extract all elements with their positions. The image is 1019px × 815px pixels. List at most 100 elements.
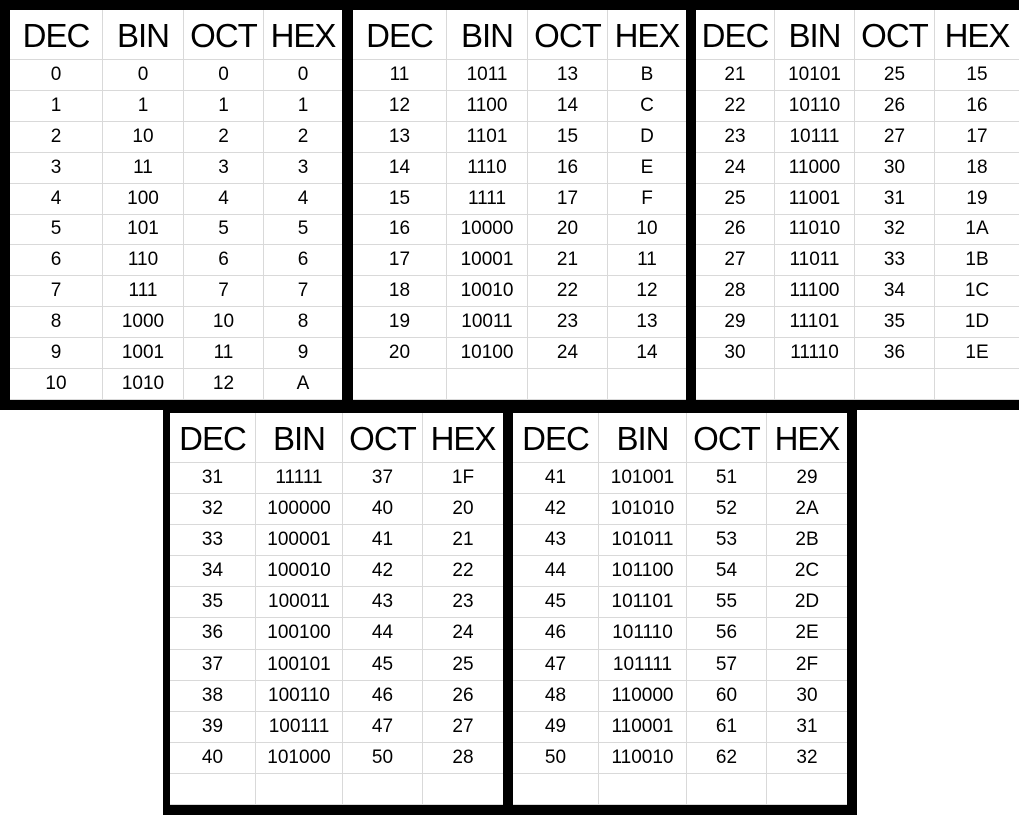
column-header-hex: HEX [935, 10, 1019, 60]
cell-hex: 1B [935, 245, 1019, 277]
column-header-bin: BIN [775, 10, 855, 60]
column-header-dec: DEC [353, 10, 447, 60]
column-header-bin: BIN [599, 413, 687, 463]
column-header-dec: DEC [696, 10, 775, 60]
cell-bin: 1010 [103, 369, 184, 400]
cell-dec: 9 [10, 338, 103, 370]
conversion-table-0-10: DEC BIN OCT HEX 0 0 0 0 1 1 1 1 2 10 2 2 3 11 3 3 4 100 4 4 5 101… [10, 10, 342, 400]
cell-bin: 101000 [256, 742, 343, 774]
cell-hex [423, 774, 503, 805]
cell-oct: 40 [343, 494, 423, 526]
cell-dec: 24 [696, 152, 775, 184]
cell-hex: 8 [264, 307, 342, 339]
cell-bin [599, 773, 687, 805]
cell-hex: 2B [767, 525, 847, 557]
cell-dec: 47 [513, 649, 599, 681]
cell-bin: 11110 [775, 338, 855, 370]
cell-dec: 6 [10, 245, 103, 277]
cell-oct: 36 [855, 338, 935, 370]
cell-oct: 17 [528, 183, 608, 215]
cell-hex: 3 [264, 153, 342, 184]
cell-hex: 28 [423, 743, 503, 774]
cell-hex: 13 [608, 307, 686, 339]
cell-dec: 34 [170, 556, 256, 588]
cell-hex: 20 [423, 494, 503, 526]
column-header-hex: HEX [767, 413, 847, 463]
cell-oct: 14 [528, 90, 608, 122]
cell-hex: 19 [935, 184, 1019, 215]
cell-dec: 8 [10, 307, 103, 339]
cell-dec: 22 [696, 90, 775, 122]
cell-bin: 101 [103, 214, 184, 246]
cell-oct: 60 [687, 680, 767, 712]
cell-bin: 10101 [775, 60, 855, 91]
cell-oct: 6 [184, 245, 264, 277]
cell-bin: 100 [103, 183, 184, 215]
cell-oct: 1 [184, 90, 264, 122]
cell-bin: 101110 [599, 618, 687, 650]
cell-bin: 10100 [447, 338, 528, 370]
cell-dec: 3 [10, 152, 103, 184]
cell-oct [855, 369, 935, 400]
cell-bin: 100001 [256, 525, 343, 557]
cell-dec: 1 [10, 90, 103, 122]
cell-oct: 51 [687, 463, 767, 495]
cell-oct: 23 [528, 307, 608, 339]
cell-bin: 101011 [599, 525, 687, 557]
cell-dec: 30 [696, 338, 775, 370]
cell-dec [513, 773, 599, 805]
column-header-oct: OCT [855, 10, 935, 60]
cell-oct: 27 [855, 121, 935, 153]
cell-hex [767, 774, 847, 805]
column-header-oct: OCT [687, 413, 767, 463]
cell-hex: 1D [935, 307, 1019, 339]
column-header-oct: OCT [343, 413, 423, 463]
cell-oct: 12 [184, 369, 264, 400]
cell-hex: 17 [935, 122, 1019, 153]
cell-hex: 2 [264, 122, 342, 153]
cell-bin [775, 369, 855, 400]
cell-dec: 38 [170, 680, 256, 712]
cell-oct [528, 369, 608, 400]
cell-oct: 43 [343, 587, 423, 619]
cell-hex: 9 [264, 338, 342, 370]
column-header-dec: DEC [170, 413, 256, 463]
cell-bin: 0 [103, 60, 184, 91]
cell-oct: 20 [528, 214, 608, 246]
cell-dec: 36 [170, 618, 256, 650]
cell-hex: 10 [608, 215, 686, 246]
cell-oct: 32 [855, 214, 935, 246]
cell-dec: 2 [10, 121, 103, 153]
cell-bin: 110000 [599, 680, 687, 712]
column-header-oct: OCT [184, 10, 264, 60]
cell-hex: 1A [935, 215, 1019, 246]
cell-oct: 50 [343, 742, 423, 774]
cell-oct: 37 [343, 463, 423, 495]
cell-hex: 12 [608, 276, 686, 308]
cell-oct: 26 [855, 90, 935, 122]
cell-dec: 32 [170, 494, 256, 526]
cell-hex: 32 [767, 743, 847, 774]
cell-hex: 2C [767, 556, 847, 588]
cell-dec [170, 773, 256, 805]
cell-dec: 17 [353, 245, 447, 277]
cell-oct: 3 [184, 152, 264, 184]
cell-oct: 0 [184, 60, 264, 91]
cell-hex: 2A [767, 494, 847, 526]
cell-bin: 1111 [447, 183, 528, 215]
cell-dec: 5 [10, 214, 103, 246]
cell-hex: B [608, 60, 686, 91]
cell-bin: 110 [103, 245, 184, 277]
cell-oct: 52 [687, 494, 767, 526]
cell-oct: 34 [855, 276, 935, 308]
cell-bin: 11101 [775, 307, 855, 339]
cell-bin: 100100 [256, 618, 343, 650]
conversion-table-31-40: DEC BIN OCT HEX 31 11111 37 1F 32 100000 40 20 33 100… [170, 413, 503, 805]
cell-oct: 11 [184, 338, 264, 370]
cell-dec: 12 [353, 90, 447, 122]
cell-dec: 35 [170, 587, 256, 619]
cell-bin: 101101 [599, 587, 687, 619]
cell-bin: 11001 [775, 183, 855, 215]
cell-hex: A [264, 369, 342, 400]
cell-hex: 7 [264, 276, 342, 308]
